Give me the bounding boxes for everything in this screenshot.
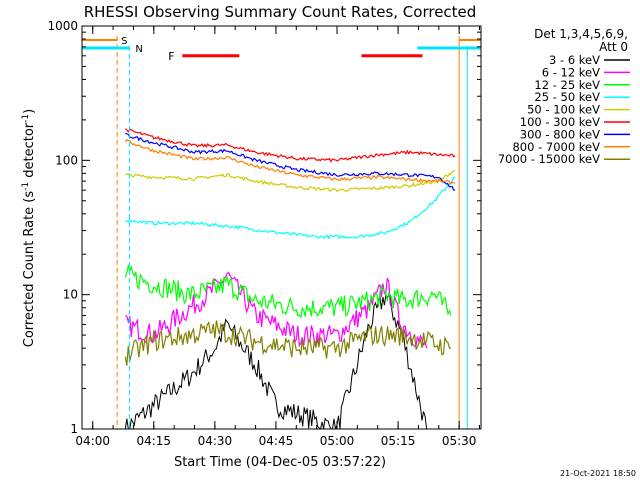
series-line-1 xyxy=(124,293,428,430)
series-line-7 xyxy=(125,133,456,191)
legend-entry-label: 50 - 100 keV xyxy=(527,103,600,117)
legend-attenuator: Att 0 xyxy=(599,40,628,54)
legend-entry-label: 25 - 50 keV xyxy=(534,90,600,104)
timestamp: 21-Oct-2021 18:50 xyxy=(560,469,636,478)
legend-entry-label: 300 - 800 keV xyxy=(520,127,600,141)
series-line-5 xyxy=(125,169,456,193)
x-axis-label: Start Time (04-Dec-05 03:57:22) xyxy=(174,455,386,470)
x-tick-label: 05:15 xyxy=(381,434,416,448)
legend-entry-label: 3 - 6 keV xyxy=(549,53,600,67)
series-line-2 xyxy=(125,271,428,349)
series-line-8 xyxy=(124,139,456,185)
legend-entry-label: 800 - 7000 keV xyxy=(512,140,600,154)
x-tick-label: 04:00 xyxy=(75,434,110,448)
series-line-3 xyxy=(124,263,452,319)
x-axis: 04:00 04:15 04:30 04:45 05:00 05:15 05:30 xyxy=(75,26,481,448)
legend-entry-label: 7000 - 15000 keV xyxy=(498,152,600,166)
y-axis-label: Corrected Count Rate (s-1 detector-1) xyxy=(21,109,37,347)
flare-label: F xyxy=(168,50,174,63)
x-tick-label: 04:45 xyxy=(259,434,294,448)
saa-label: S xyxy=(121,36,127,47)
y-tick-label: 1 xyxy=(70,422,78,436)
plot-frame xyxy=(81,25,482,430)
chart-title: RHESSI Observing Summary Count Rates, Co… xyxy=(84,3,477,21)
y-tick-label: 100 xyxy=(55,153,78,167)
series-line-6 xyxy=(124,128,456,163)
series-line-4 xyxy=(125,176,456,240)
x-tick-label: 04:15 xyxy=(136,434,171,448)
series-line-9 xyxy=(124,320,451,366)
night-label: N xyxy=(135,44,142,55)
x-tick-label: 05:00 xyxy=(320,434,355,448)
legend-entry-label: 6 - 12 keV xyxy=(542,65,600,79)
y-tick-label: 1000 xyxy=(47,19,78,33)
plot-area: SN F xyxy=(82,36,481,430)
legend-entry-label: 100 - 300 keV xyxy=(520,115,600,129)
y-tick-label: 10 xyxy=(63,288,78,302)
legend-detectors: Det 1,3,4,5,6,9, xyxy=(534,27,628,41)
x-tick-label: 04:30 xyxy=(198,434,233,448)
legend-entry-label: 12 - 25 keV xyxy=(534,78,600,92)
y-axis: 1 10 100 1000 xyxy=(47,19,481,436)
x-tick-label: 05:30 xyxy=(442,434,477,448)
